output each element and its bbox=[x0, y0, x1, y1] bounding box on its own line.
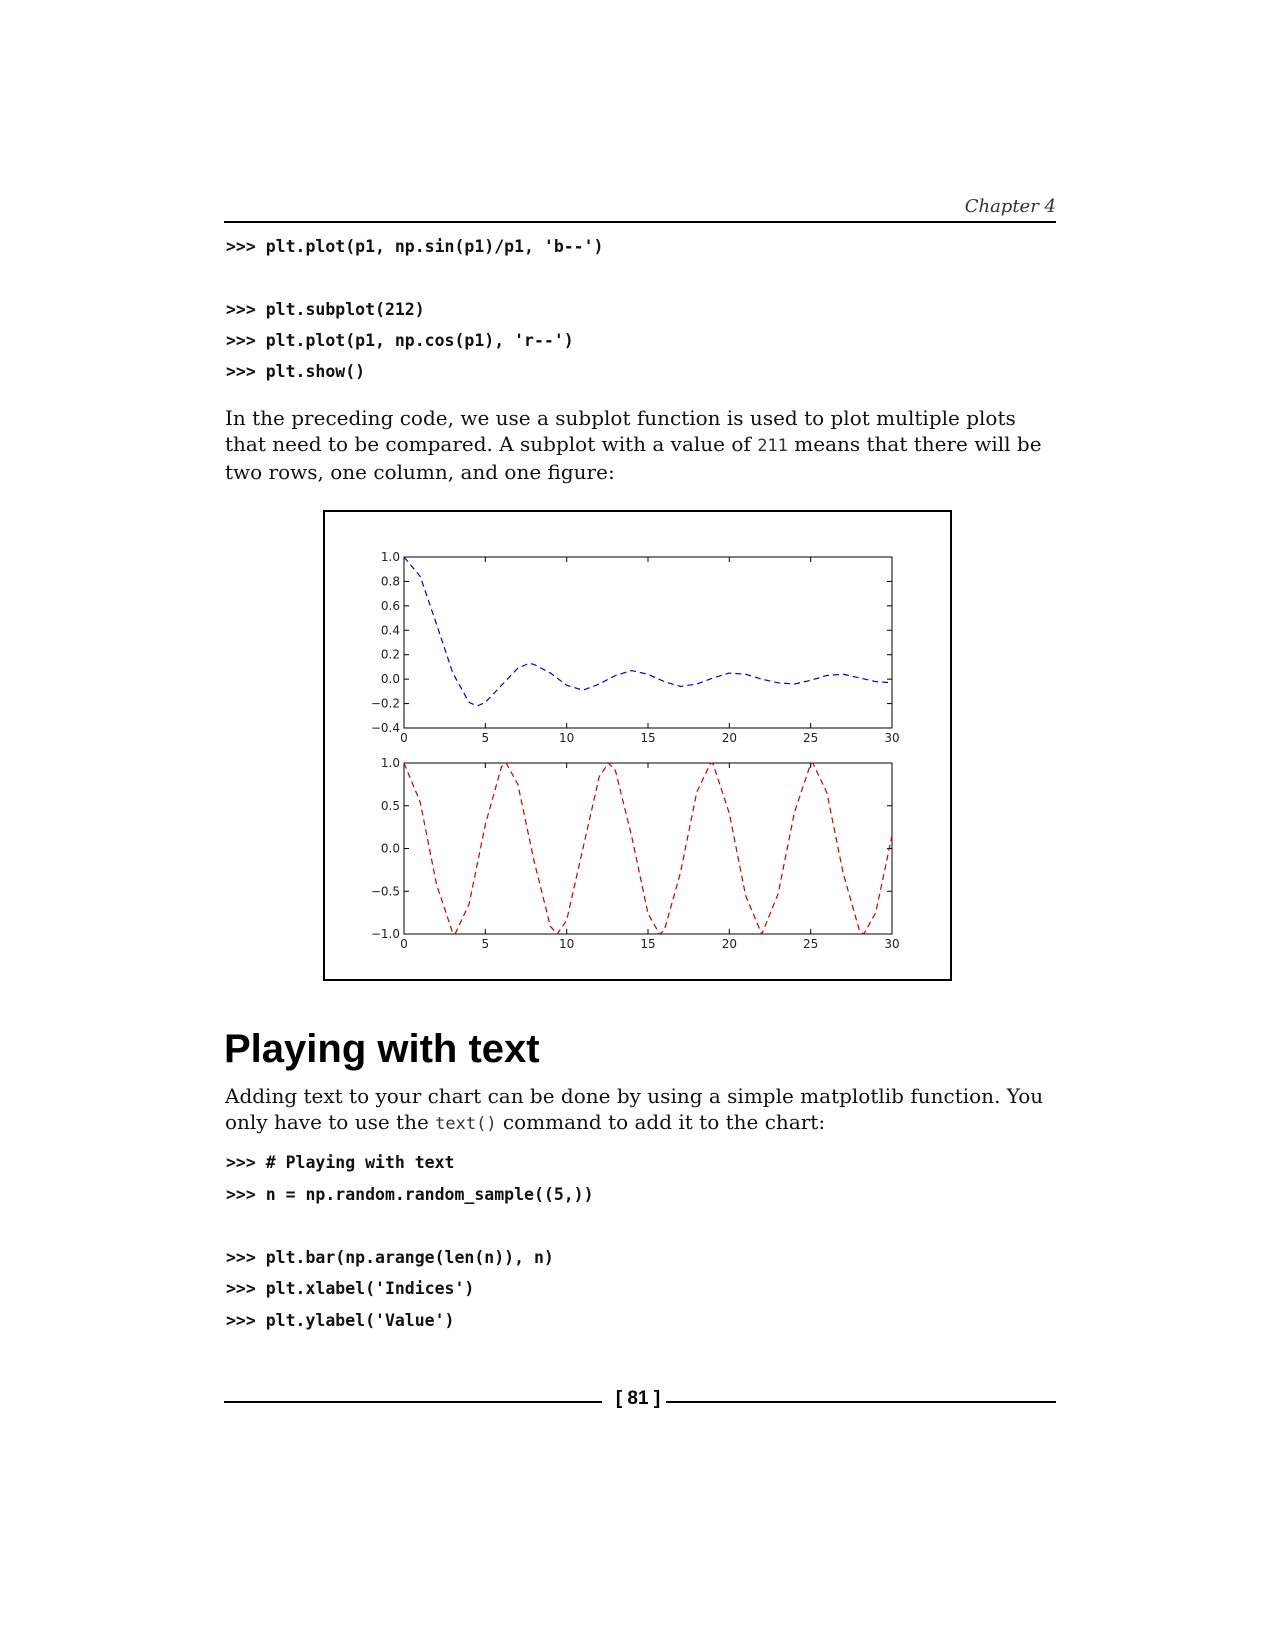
paragraph-subplot-explanation: In the preceding code, we use a subplot … bbox=[225, 405, 1057, 485]
x-tick-label: 10 bbox=[559, 731, 574, 745]
subplot-2: 0 5 10 15 20 25 30 1.0 0.5 0.0 −0.5 −1.0 bbox=[371, 756, 900, 951]
paragraph-text: means that there will be two rows, one c… bbox=[225, 432, 1042, 484]
y-tick-label: 0.6 bbox=[381, 599, 400, 613]
x-tick-label: 20 bbox=[722, 731, 737, 745]
code-line: >>> plt.bar(np.arange(len(n)), n) bbox=[226, 1248, 554, 1267]
y-tick-label: 1.0 bbox=[381, 550, 400, 564]
code-line: >>> plt.plot(p1, np.cos(p1), 'r--') bbox=[226, 331, 574, 350]
inline-code: 211 bbox=[757, 436, 788, 456]
code-line: >>> # Playing with text bbox=[226, 1153, 455, 1172]
header-rule bbox=[224, 221, 1056, 223]
code-line: >>> n = np.random.random_sample((5,)) bbox=[226, 1185, 594, 1204]
y-tick-label: −0.4 bbox=[371, 721, 400, 735]
y-tick-label: 0.0 bbox=[381, 672, 400, 686]
y-tick-label: −0.2 bbox=[371, 697, 400, 711]
y-tick-label: 0.0 bbox=[381, 842, 400, 856]
footer-rule-right bbox=[666, 1401, 1056, 1403]
x-tick-label: 25 bbox=[803, 937, 818, 951]
code-line: >>> plt.plot(p1, np.sin(p1)/p1, 'b--') bbox=[226, 237, 604, 256]
x-tick-label: 20 bbox=[722, 937, 737, 951]
x-tick-label: 25 bbox=[803, 731, 818, 745]
page-number: [ 81 ] bbox=[615, 1388, 661, 1409]
code-line: >>> plt.xlabel('Indices') bbox=[226, 1279, 475, 1298]
y-tick-label: −1.0 bbox=[371, 927, 400, 941]
series-line bbox=[403, 762, 893, 935]
y-tick-label: −0.5 bbox=[371, 884, 400, 898]
x-tick-label: 30 bbox=[884, 937, 899, 951]
code-line: >>> plt.ylabel('Value') bbox=[226, 1311, 455, 1330]
inline-code: text() bbox=[435, 1114, 497, 1134]
figure-subplots: 0 5 10 15 20 25 30 1.0 0.8 0.6 0.4 0.2 0.0 −0.2 −0.4 0 5… bbox=[323, 510, 952, 981]
code-line: >>> plt.subplot(212) bbox=[226, 300, 425, 319]
subplot-figure: 0 5 10 15 20 25 301.00.80.60.40.20.0−0.2−0.40 5… bbox=[371, 550, 900, 951]
section-heading: Playing with text bbox=[224, 1027, 540, 1071]
x-tick-label: 10 bbox=[559, 937, 574, 951]
subplot-1: 0 5 10 15 20 25 30 1.0 0.8 0.6 0.4 0.2 0.0 −0.2 −0.4 bbox=[371, 550, 900, 745]
paragraph-text: Adding text to your chart can be done by… bbox=[225, 1084, 1044, 1134]
y-tick-label: 0.8 bbox=[381, 574, 400, 588]
paragraph-text: In the preceding code, we use a subplot … bbox=[225, 406, 1016, 456]
code-line: >>> plt.show() bbox=[226, 362, 366, 381]
plot-area bbox=[403, 762, 893, 935]
y-tick-label: 1.0 bbox=[381, 756, 400, 770]
running-header: Chapter 4 bbox=[964, 196, 1056, 217]
series-line bbox=[403, 556, 893, 707]
y-tick-label: 0.2 bbox=[381, 648, 400, 662]
x-tick-label: 0 bbox=[400, 937, 408, 951]
y-tick-label: 0.5 bbox=[381, 799, 400, 813]
footer-rule-left bbox=[224, 1401, 602, 1403]
x-tick-label: 0 bbox=[400, 731, 408, 745]
paragraph-text-command: Adding text to your chart can be done by… bbox=[225, 1083, 1057, 1137]
y-tick-label: 0.4 bbox=[381, 623, 400, 637]
x-tick-label: 15 bbox=[640, 937, 655, 951]
paragraph-text: command to add it to the chart: bbox=[496, 1110, 826, 1134]
x-tick-label: 5 bbox=[482, 731, 490, 745]
x-tick-label: 15 bbox=[640, 731, 655, 745]
x-tick-label: 5 bbox=[482, 937, 490, 951]
x-tick-label: 30 bbox=[884, 731, 899, 745]
plot-area bbox=[403, 556, 893, 729]
